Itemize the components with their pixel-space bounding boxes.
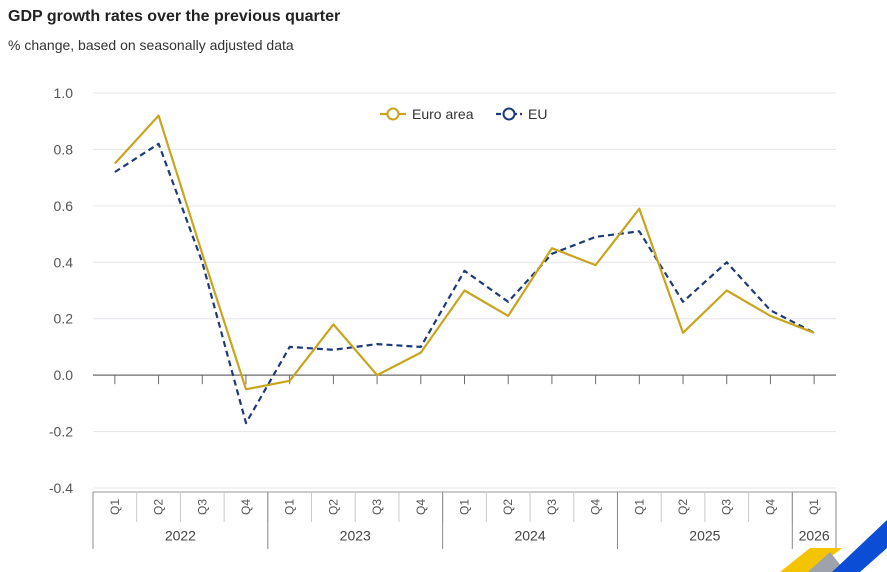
legend[interactable]: Euro area EU <box>380 106 547 122</box>
y-tick-label: -0.4 <box>49 480 73 496</box>
x-tick-label: Q1 <box>283 499 297 515</box>
y-axis: 1.0 0.8 0.6 0.4 0.2 0.0 -0.2 -0.4 <box>49 85 73 496</box>
y-tick-label: 0.0 <box>54 367 74 383</box>
legend-marker <box>386 107 400 121</box>
y-tick-label: 1.0 <box>54 85 74 101</box>
x-tick-label: Q2 <box>152 499 166 515</box>
legend-item[interactable]: EU <box>496 106 547 122</box>
x-axis: Q1 Q2 Q3 Q4 Q1 Q2 Q3 Q4 Q1 Q2 Q3 Q4 Q1 Q2 Q3 Q4 Q1 2022 20… <box>92 491 837 549</box>
x-tick-label: Q2 <box>326 499 340 515</box>
x-tick-label: Q2 <box>501 499 515 515</box>
year-label: 2022 <box>165 528 196 544</box>
chart-title: GDP growth rates over the previous quart… <box>8 8 341 25</box>
series-lines <box>114 114 815 425</box>
eurostat-logo <box>780 520 887 572</box>
x-tick-label: Q3 <box>195 499 209 515</box>
legend-label: Euro area <box>412 106 474 122</box>
x-tick-label: Q1 <box>807 499 821 515</box>
series-line-eu[interactable] <box>114 142 815 425</box>
x-tick-label: Q4 <box>414 499 428 515</box>
chart-subtitle: % change, based on seasonally adjusted d… <box>8 37 294 53</box>
year-label: 2024 <box>514 528 545 544</box>
series-line-euro-area[interactable] <box>114 114 815 391</box>
x-tick-label: Q3 <box>545 499 559 515</box>
y-tick-label: -0.2 <box>49 424 73 440</box>
y-tick-label: 0.2 <box>54 311 74 327</box>
legend-item[interactable]: Euro area <box>380 106 474 122</box>
x-tick-label: Q4 <box>763 499 777 515</box>
x-tick-label: Q1 <box>108 499 122 515</box>
year-label: 2026 <box>799 528 830 544</box>
x-tick-label: Q1 <box>632 499 646 515</box>
year-label: 2025 <box>689 528 720 544</box>
y-tick-label: 0.4 <box>54 254 74 270</box>
year-label: 2023 <box>340 528 371 544</box>
legend-label: EU <box>528 106 547 122</box>
x-tick-label: Q3 <box>370 499 384 515</box>
x-tick-label: Q1 <box>458 499 472 515</box>
x-tick-label: Q2 <box>676 499 690 515</box>
x-tick-label: Q4 <box>589 499 603 515</box>
gridlines <box>93 92 836 489</box>
legend-marker <box>502 107 516 121</box>
y-tick-label: 0.8 <box>54 141 74 157</box>
x-tick-label: Q4 <box>239 499 253 515</box>
y-tick-label: 0.6 <box>54 198 74 214</box>
x-tick-label: Q3 <box>720 499 734 515</box>
